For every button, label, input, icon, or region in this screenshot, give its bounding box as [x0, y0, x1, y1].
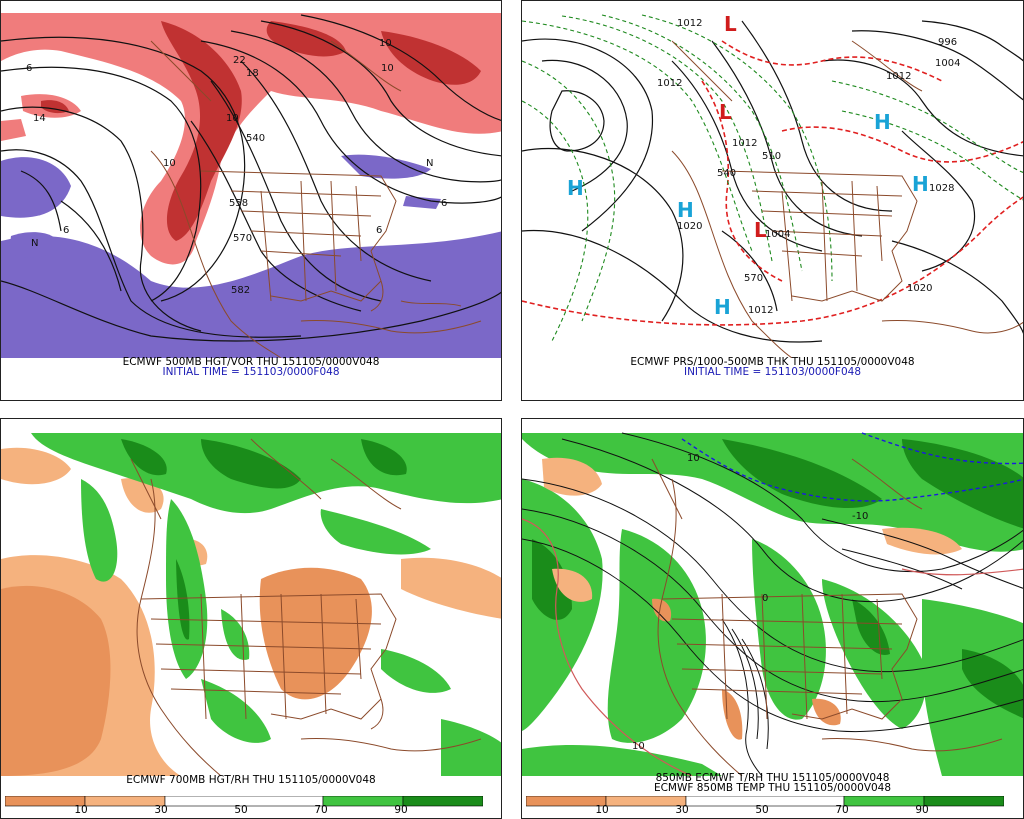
panel-prs-thickness: H H H H H L L L 1012 1012 1012 1004 996 …: [521, 0, 1024, 401]
warm-isotherm: [522, 518, 1023, 776]
isobar-label: 1004: [765, 229, 790, 240]
contour-label: 18: [246, 68, 259, 79]
isobar-label: 1012: [748, 305, 773, 316]
contour-label: 10: [163, 158, 176, 169]
map-850mb-temp-rh: 10 0 -10 10: [522, 431, 1023, 776]
rh-dry-area: [542, 457, 602, 496]
coastlines-borders: [651, 458, 1003, 776]
low-pressure-center: L: [724, 12, 737, 36]
contour-label: N: [31, 238, 38, 249]
contour-labels: 6 10 14 18 22 6 10 540 558 570 582 10 N …: [26, 38, 447, 296]
isobar-label: 1012: [657, 78, 682, 89]
contour-label: 10: [226, 113, 239, 124]
low-pressure-center: L: [719, 100, 732, 124]
panel-caption: ECMWF 700MB HGT/RH THU 151105/0000V048: [126, 774, 376, 786]
isobar-label: 1028: [929, 183, 954, 194]
map-700mb-relative-humidity: [1, 431, 501, 776]
contour-label: N: [426, 158, 433, 169]
thickness-warm: [522, 40, 1023, 326]
contour-label: 540: [246, 133, 265, 144]
colorbar-tick: 70: [835, 804, 849, 816]
contour-label: 6: [441, 198, 447, 209]
rh-dry-area-east: [259, 567, 372, 700]
rh-moist-area-north: [522, 433, 1023, 552]
coastlines-borders: [150, 40, 482, 358]
thickness-cold: [522, 14, 1023, 342]
height-contours: [1, 14, 501, 342]
colorbar-tick: 90: [915, 804, 929, 816]
panel-caption: ECMWF PRS/1000-500MB THK THU 151105/0000…: [630, 356, 915, 368]
contour-label: 6: [63, 225, 69, 236]
panel-caption-secondary: ECMWF 850MB TEMP THU 151105/0000V048: [653, 782, 892, 794]
panel-caption: ECMWF 500MB HGT/VOR THU 151105/0000V048: [122, 356, 380, 368]
isobar-label: 1020: [907, 283, 932, 294]
coastlines-borders: [130, 438, 482, 776]
colorbar-tick: 70: [314, 804, 328, 816]
panel-700mb-hgt-rh: ECMWF 700MB HGT/RH THU 151105/0000V048 1…: [0, 418, 502, 819]
thickness-label: 540: [717, 168, 736, 179]
colorbar-tick: 30: [154, 804, 168, 816]
isobar-label: 996: [938, 37, 957, 48]
vort-positive-area-north: [1, 13, 501, 265]
low-pressure-center: L: [754, 218, 767, 242]
isotherm-label: 0: [762, 593, 768, 604]
contour-label: 570: [233, 233, 252, 244]
colorbar-tick: 30: [675, 804, 689, 816]
thickness-label: 510: [762, 151, 781, 162]
pressure-centers: H H H H H L L L: [567, 12, 929, 319]
panel-caption: 850MB ECMWF T/RH THU 151105/0000V048: [655, 772, 890, 784]
cold-isotherms: [681, 432, 1023, 502]
high-pressure-center: H: [567, 176, 584, 200]
isobar-label: 1020: [677, 221, 702, 232]
initial-time-label: INITIAL TIME = 151103/0000F048: [162, 366, 340, 378]
colorbar-tick: 50: [234, 804, 248, 816]
isotherm-label: 10: [687, 453, 700, 464]
vort-negative-area-south: [1, 231, 501, 358]
isobar-label: 1004: [935, 58, 960, 69]
initial-time-label: INITIAL TIME = 151103/0000F048: [683, 366, 862, 378]
isotherms: [522, 432, 1023, 776]
rh-colorbar: 10 30 50 70 90: [5, 796, 483, 818]
contour-label: 10: [379, 38, 392, 49]
high-pressure-center: H: [714, 295, 731, 319]
contour-label: 10: [381, 63, 394, 74]
isotherm-label: -10: [852, 511, 868, 522]
contour-label: 582: [231, 285, 250, 296]
colorbar-tick: 50: [755, 804, 769, 816]
coastlines-borders: [671, 40, 1023, 358]
colorbar-tick: 90: [394, 804, 408, 816]
vort-negative-area-east: [341, 154, 431, 179]
panel-850mb-temp-rh: 10 0 -10 10 850MB ECMWF T/RH THU 151105/…: [521, 418, 1024, 819]
contour-label: 22: [233, 55, 246, 66]
contour-label: 6: [376, 225, 382, 236]
isobar-label: 1012: [886, 71, 911, 82]
isotherm-labels: 10 0 -10 10: [632, 453, 868, 752]
contour-label: 558: [229, 198, 248, 209]
panel-500mb-hgt-vor: 6 10 14 18 22 6 10 540 558 570 582 10 N …: [0, 0, 502, 401]
thickness-label: 570: [744, 273, 763, 284]
isobar-labels: 1012 1012 1012 1004 996 1012 1020 1004 1…: [657, 18, 960, 316]
colorbar-tick: 10: [595, 804, 609, 816]
high-pressure-center: H: [912, 172, 929, 196]
high-pressure-center: H: [677, 198, 694, 222]
contour-label: 14: [33, 113, 46, 124]
rh-colorbar: 10 30 50 70 90: [526, 796, 1004, 818]
map-500mb-vorticity: 6 10 14 18 22 6 10 540 558 570 582 10 N …: [1, 13, 501, 358]
colorbar-tick: 10: [74, 804, 88, 816]
contour-label: 6: [26, 63, 32, 74]
isotherm-label: 10: [632, 741, 645, 752]
isobar-label: 1012: [677, 18, 702, 29]
map-pressure-thickness: H H H H H L L L 1012 1012 1012 1004 996 …: [522, 12, 1023, 358]
high-pressure-center: H: [874, 110, 891, 134]
isobar-label: 1012: [732, 138, 757, 149]
